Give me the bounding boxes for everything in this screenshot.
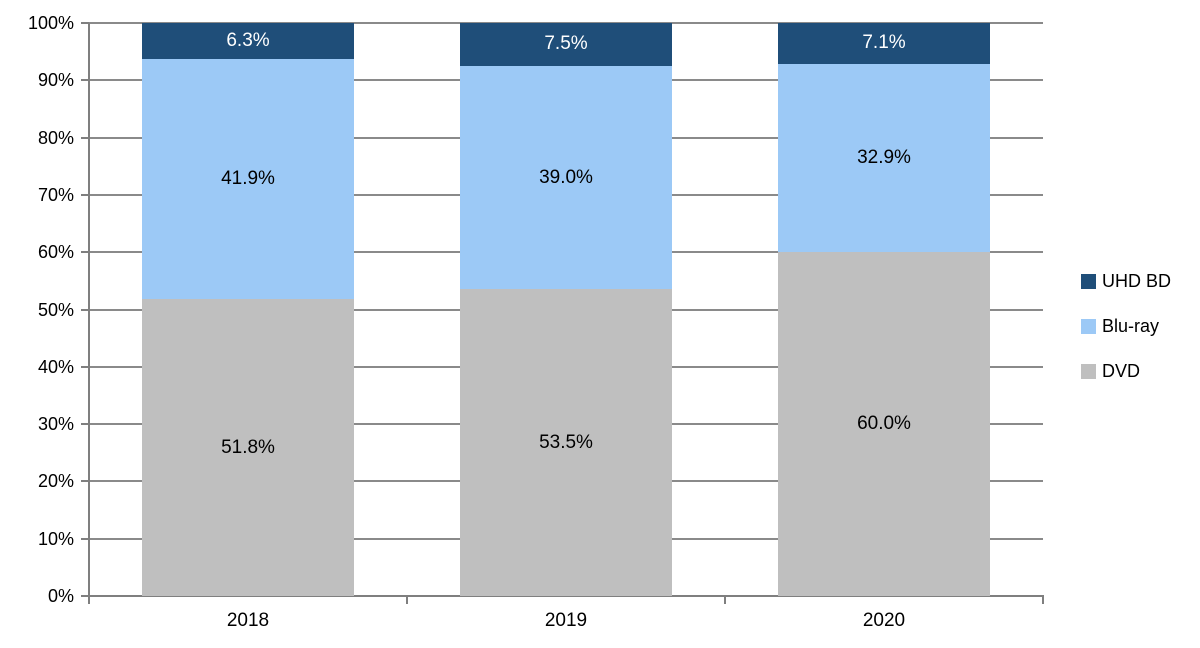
legend-label-dvd: DVD xyxy=(1102,361,1141,381)
bar-segment-blu-ray: 41.9% xyxy=(142,59,354,300)
y-axis-tick xyxy=(81,308,89,311)
legend-item-dvd: DVD xyxy=(1081,361,1171,381)
legend: UHD BD Blu-ray DVD xyxy=(1081,271,1172,381)
data-label: 53.5% xyxy=(539,431,593,453)
y-axis-tick xyxy=(81,595,89,597)
bar-2018: 6.3% 41.9% 51.8% xyxy=(142,23,354,596)
y-axis-tick xyxy=(81,193,89,196)
data-label: 41.9% xyxy=(221,168,275,190)
bar-segment-blu-ray: 32.9% xyxy=(778,63,990,253)
x-axis-tick xyxy=(724,596,726,604)
bar-segment-uhd-bd: 7.5% xyxy=(460,23,672,66)
y-axis-tick xyxy=(81,79,89,82)
bar-segment-blu-ray: 39.0% xyxy=(460,65,672,290)
y-axis-tick-label: 80% xyxy=(37,127,74,148)
x-axis-tick xyxy=(1042,596,1044,604)
legend-label-uhd-bd: UHD BD xyxy=(1102,271,1172,291)
y-axis-tick-label: 40% xyxy=(37,356,74,377)
bar-segment-uhd-bd: 7.1% xyxy=(778,23,990,64)
y-axis-line xyxy=(88,23,90,596)
y-axis-tick xyxy=(81,251,89,254)
y-axis-tick-label: 20% xyxy=(37,471,74,492)
data-label: 51.8% xyxy=(221,436,275,458)
y-axis-tick-label: 60% xyxy=(37,242,74,263)
x-axis-category-label: 2019 xyxy=(544,610,588,631)
legend-swatch-dvd-icon xyxy=(1081,364,1096,379)
y-axis-tick xyxy=(81,365,89,368)
y-axis-tick-label: 70% xyxy=(37,184,74,205)
y-axis-tick-label: 0% xyxy=(47,586,74,606)
bar-segment-dvd: 53.5% xyxy=(460,289,672,596)
x-axis-tick xyxy=(88,596,90,604)
legend-label-blu-ray: Blu-ray xyxy=(1102,316,1160,336)
y-axis-tick-label: 10% xyxy=(37,528,74,549)
legend-item-blu-ray: Blu-ray xyxy=(1081,316,1171,336)
data-label: 7.1% xyxy=(862,32,906,54)
bar-segment-uhd-bd: 6.3% xyxy=(142,23,354,60)
y-axis-tick xyxy=(81,22,89,24)
bar-segment-dvd: 51.8% xyxy=(142,299,354,596)
data-label: 39.0% xyxy=(539,166,593,188)
x-axis-category-label: 2018 xyxy=(226,610,270,631)
legend-swatch-uhd-bd-icon xyxy=(1081,274,1096,289)
x-axis-line xyxy=(88,595,1044,597)
y-axis-tick xyxy=(81,537,89,540)
y-axis-tick-label: 30% xyxy=(37,414,74,435)
y-axis-tick-label: 90% xyxy=(37,70,74,91)
legend-swatch-blu-ray-icon xyxy=(1081,319,1096,334)
data-label: 7.5% xyxy=(544,33,588,55)
bar-2019: 7.5% 39.0% 53.5% xyxy=(460,23,672,596)
y-axis-tick xyxy=(81,136,89,139)
y-axis-tick-label: 50% xyxy=(37,299,74,320)
y-axis-tick-label: 100% xyxy=(27,13,74,33)
bar-2020: 7.1% 32.9% 60.0% xyxy=(778,23,990,596)
bar-segment-dvd: 60.0% xyxy=(778,252,990,596)
y-axis-tick xyxy=(81,423,89,426)
y-axis-tick xyxy=(81,480,89,483)
x-axis-tick xyxy=(406,596,408,604)
legend-item-uhd-bd: UHD BD xyxy=(1081,271,1172,291)
data-label: 60.0% xyxy=(857,413,911,435)
data-label: 32.9% xyxy=(857,146,911,168)
data-label: 6.3% xyxy=(226,30,270,52)
x-axis-category-label: 2020 xyxy=(862,610,906,631)
